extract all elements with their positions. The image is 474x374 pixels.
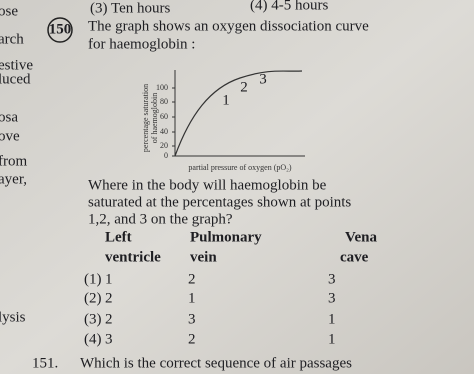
question-text: for haemoglobin : (88, 36, 195, 52)
table-header: vein (190, 249, 217, 265)
previous-option: (3) Ten hours (90, 0, 170, 16)
prompt-text: saturated at the percentages shown at po… (88, 194, 351, 210)
y-tick-label: 60 (160, 112, 168, 121)
table-cell: 1 (105, 271, 113, 287)
margin-fragment: ose (0, 3, 18, 19)
y-tick-label: 80 (160, 97, 168, 106)
question-number: 151. (32, 355, 58, 371)
table-cell: 2 (105, 290, 113, 306)
point-label: 1 (222, 92, 230, 108)
table-cell: 2 (105, 311, 113, 327)
margin-fragment: ayer, (0, 171, 27, 187)
table-header: ventricle (105, 249, 161, 265)
margin-fragment: osa (0, 109, 18, 125)
table-cell: 2 (188, 271, 196, 287)
point-label: 2 (240, 79, 248, 95)
x-axis-label: partial pressure of oxygen (pO₂) (188, 163, 292, 172)
option-label: (1) (84, 271, 102, 287)
margin-fragment: lysis (0, 309, 26, 325)
margin-fragment: arch (0, 31, 24, 47)
table-header: cave (340, 249, 369, 265)
table-header: Pulmonary (190, 229, 262, 245)
question-number-circle (47, 17, 73, 43)
prompt-text: Where in the body will haemoglobin be (88, 177, 327, 193)
y-tick-label: 100 (156, 83, 168, 92)
table-cell: 1 (328, 331, 336, 347)
table-header: Vena (345, 229, 377, 245)
prompt-text: 1,2, and 3 on the graph? (88, 211, 233, 227)
dissociation-curve (174, 70, 303, 157)
table-cell: 3 (328, 290, 336, 306)
table-header: Left (105, 229, 132, 245)
y-tick-label: 0 (164, 151, 168, 160)
y-tick-label: 20 (160, 141, 168, 150)
question-text: The graph shows an oxygen dissociation c… (88, 18, 369, 34)
table-cell: 1 (188, 290, 196, 306)
option-label: (2) (84, 290, 102, 306)
margin-fragment: from (0, 153, 27, 169)
table-cell: 3 (188, 311, 196, 327)
question-text: Which is the correct sequence of air pas… (80, 355, 352, 371)
y-tick-label: 40 (160, 127, 168, 136)
y-axis-label: of haemoglobin (150, 93, 159, 143)
margin-fragment: estive (0, 57, 33, 73)
table-cell: 3 (328, 271, 336, 287)
table-cell: 2 (188, 331, 196, 347)
margin-fragment: luced (0, 71, 31, 87)
question-number: 150 (49, 21, 72, 37)
margin-fragment: ove (0, 128, 20, 144)
option-label: (4) (84, 331, 102, 347)
previous-option: (4) 4-5 hours (250, 0, 328, 13)
table-cell: 1 (328, 311, 336, 327)
option-label: (3) (84, 311, 102, 327)
point-label: 3 (259, 71, 267, 87)
table-cell: 3 (105, 331, 113, 347)
y-axis-label: percentage saturation (141, 84, 150, 152)
